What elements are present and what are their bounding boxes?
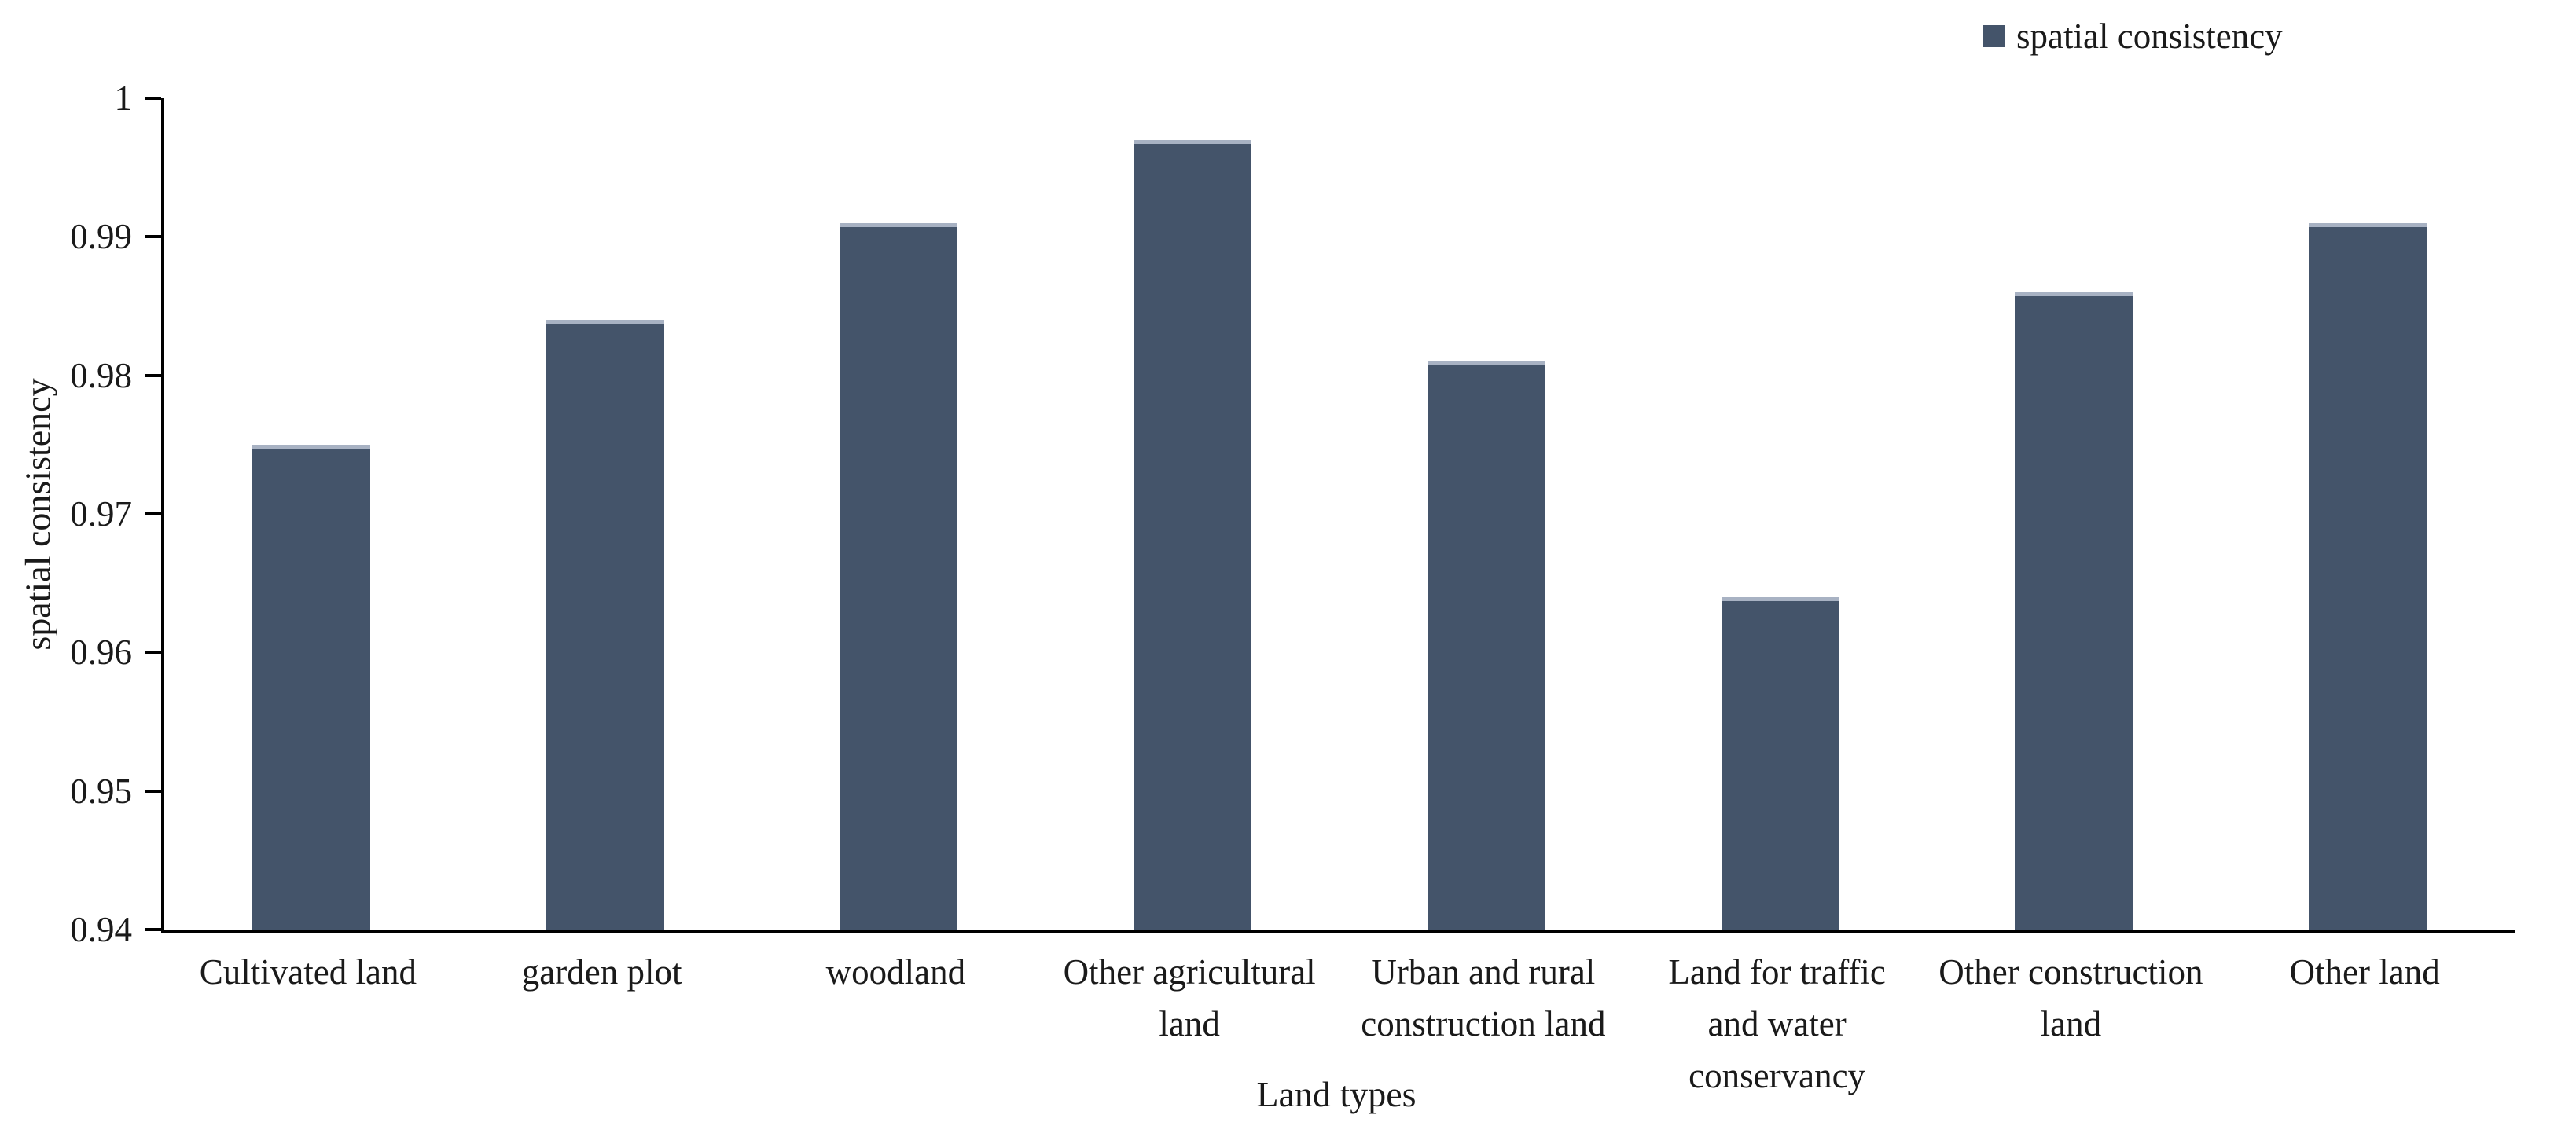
y-tick-mark xyxy=(145,235,161,239)
legend-marker-square xyxy=(1983,25,2005,47)
y-tick-label: 0.96 xyxy=(70,633,132,673)
bar xyxy=(2309,222,2427,930)
y-tick-mark xyxy=(145,651,161,655)
y-tick-mark xyxy=(145,512,161,515)
bar xyxy=(2015,292,2133,930)
y-tick-mark xyxy=(145,928,161,931)
x-category-label: Other land xyxy=(2289,952,2440,992)
bar xyxy=(1721,596,1839,930)
legend-label: spatial consistency xyxy=(2016,17,2283,56)
x-category-label: Other agricultural land xyxy=(1063,952,1316,1043)
x-category-label: woodland xyxy=(825,952,966,992)
x-category-label: Cultivated land xyxy=(199,952,417,992)
y-tick-label: 0.94 xyxy=(70,910,132,949)
bar xyxy=(1427,361,1545,930)
y-tick-label: 0.98 xyxy=(70,355,132,395)
x-category-label: garden plot xyxy=(521,952,682,992)
x-axis-labels: Cultivated land garden plot woodland Other … xyxy=(161,946,2512,1102)
y-tick-mark xyxy=(145,373,161,377)
legend: spatial consistency xyxy=(1983,11,2283,61)
x-category-label: Other construction land xyxy=(1938,952,2203,1043)
y-tick-mark xyxy=(145,789,161,793)
plot-area xyxy=(145,97,2515,933)
y-tick-label: 0.99 xyxy=(70,217,132,257)
y-tick-label: 1 xyxy=(114,79,133,118)
bar xyxy=(840,222,958,930)
bar xyxy=(546,320,664,930)
x-category-label: Land for traffic and water conservancy xyxy=(1668,952,1886,1095)
bar xyxy=(252,444,370,930)
y-tick-label: 0.95 xyxy=(70,771,132,811)
x-axis-title: Land types xyxy=(1256,1074,1417,1114)
y-tick-label: 0.97 xyxy=(70,494,132,534)
x-category-label: Urban and rural construction land xyxy=(1361,952,1606,1043)
bar xyxy=(1134,139,1252,930)
y-tick-mark xyxy=(145,97,161,100)
